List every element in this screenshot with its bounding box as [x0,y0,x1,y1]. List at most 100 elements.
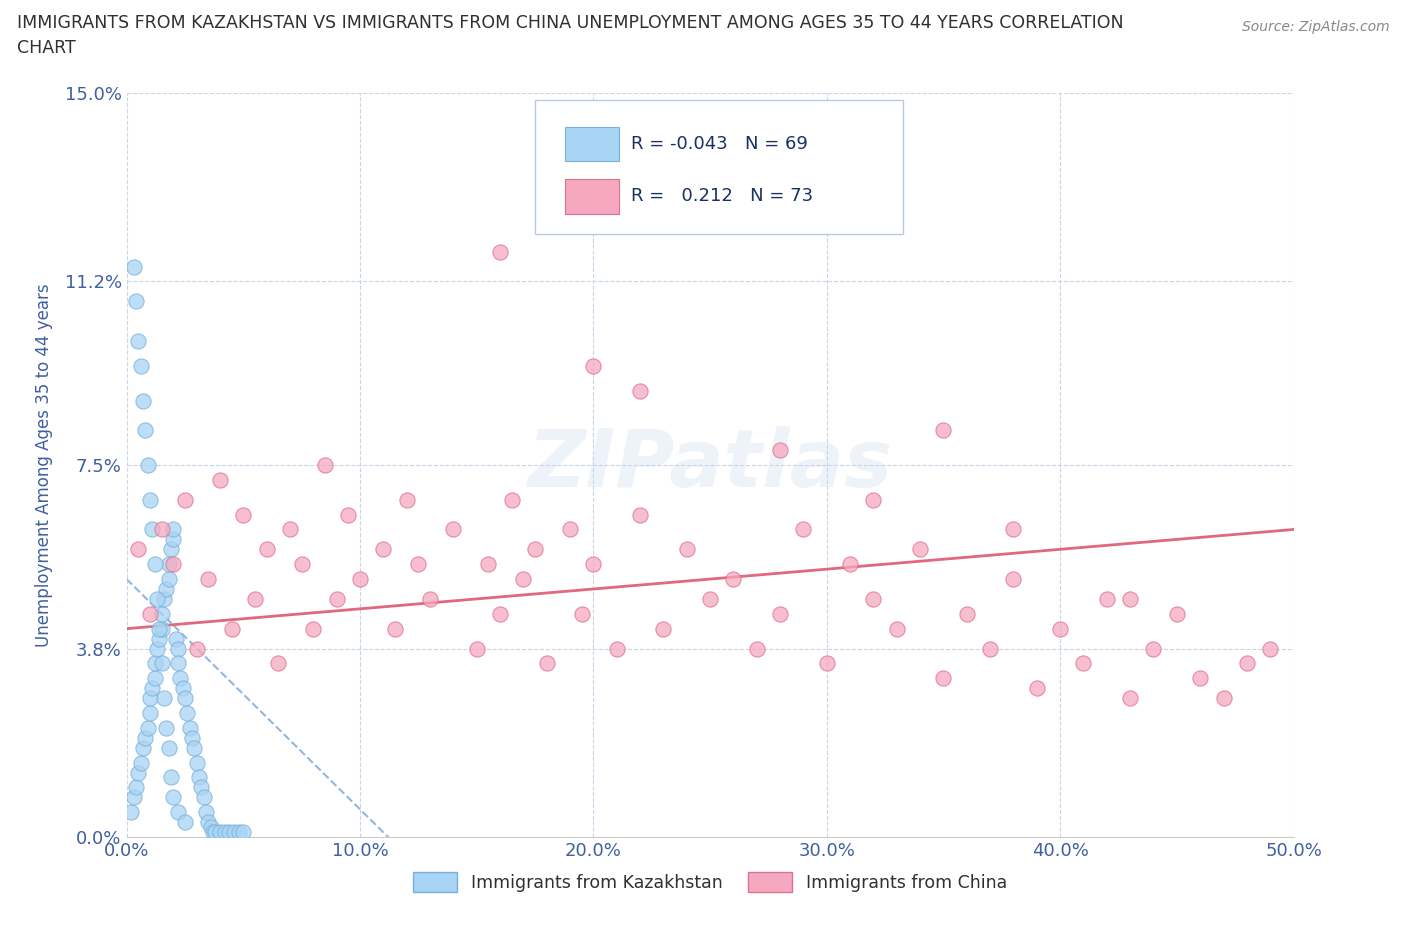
Point [204,825,226,840]
Point [558,522,581,537]
Point [862,492,884,507]
Point [1095,591,1118,606]
Point [815,656,838,671]
Point [489,606,512,621]
FancyBboxPatch shape [565,179,619,214]
Point [408,557,430,572]
Point [160,542,183,557]
Point [127,542,149,557]
Point [160,770,183,785]
Point [932,423,955,438]
Point [373,542,395,557]
Point [157,740,180,755]
Point [477,557,499,572]
Point [337,507,360,522]
Point [169,671,191,685]
Point [125,780,148,795]
Point [197,815,219,830]
Point [256,542,278,557]
Text: R =   0.212   N = 73: R = 0.212 N = 73 [631,188,813,206]
Point [218,825,240,840]
Point [150,522,173,537]
Point [979,641,1001,656]
Point [167,656,190,671]
Point [628,507,651,522]
Point [200,819,222,834]
FancyBboxPatch shape [565,127,619,162]
Text: IMMIGRANTS FROM KAZAKHSTAN VS IMMIGRANTS FROM CHINA UNEMPLOYMENT AMONG AGES 35 T: IMMIGRANTS FROM KAZAKHSTAN VS IMMIGRANTS… [17,14,1123,32]
Point [214,825,236,840]
Point [267,656,290,671]
Point [523,542,546,557]
Point [134,423,156,438]
Point [162,557,184,572]
Point [208,825,231,840]
Point [136,721,159,736]
Point [232,507,254,522]
Point [134,730,156,745]
Point [1049,621,1071,636]
Point [628,383,651,398]
Point [222,825,245,840]
Y-axis label: Unemployment Among Ages 35 to 44 years: Unemployment Among Ages 35 to 44 years [35,284,53,646]
Point [183,740,205,755]
Point [228,825,250,840]
Point [165,631,187,646]
Point [699,591,721,606]
Point [176,706,198,721]
Point [174,492,197,507]
Point [1002,522,1025,537]
Point [221,621,243,636]
Point [157,557,180,572]
Point [143,671,166,685]
Point [155,721,177,736]
Point [179,721,201,736]
Point [122,790,145,804]
Point [792,522,814,537]
Point [302,621,325,636]
Point [956,606,979,621]
Point [489,245,512,259]
Point [384,621,406,636]
Point [174,691,197,706]
Point [465,641,488,656]
Point [150,656,173,671]
Point [153,691,176,706]
Point [1025,681,1047,696]
Point [278,522,301,537]
Point [127,765,149,780]
Point [769,443,792,458]
Point [132,740,155,755]
Point [1142,641,1164,656]
Point [1258,641,1281,656]
Point [125,294,148,309]
Point [167,804,190,819]
Point [139,706,162,721]
Point [325,591,347,606]
Point [162,790,184,804]
Point [172,681,194,696]
Point [194,804,217,819]
Point [243,591,266,606]
Point [501,492,523,507]
Text: Source: ZipAtlas.com: Source: ZipAtlas.com [1241,20,1389,34]
Point [180,730,202,745]
Point [143,557,166,572]
Point [349,572,371,587]
Point [1236,656,1258,671]
Point [162,522,184,537]
Point [652,621,675,636]
Point [1119,591,1142,606]
Point [190,780,212,795]
Point [139,691,162,706]
Point [187,770,209,785]
Point [675,542,697,557]
Point [395,492,418,507]
Point [862,591,884,606]
Point [186,755,208,770]
Point [129,358,152,373]
Point [122,259,145,274]
Point [745,641,768,656]
Point [150,621,173,636]
Point [148,631,170,646]
